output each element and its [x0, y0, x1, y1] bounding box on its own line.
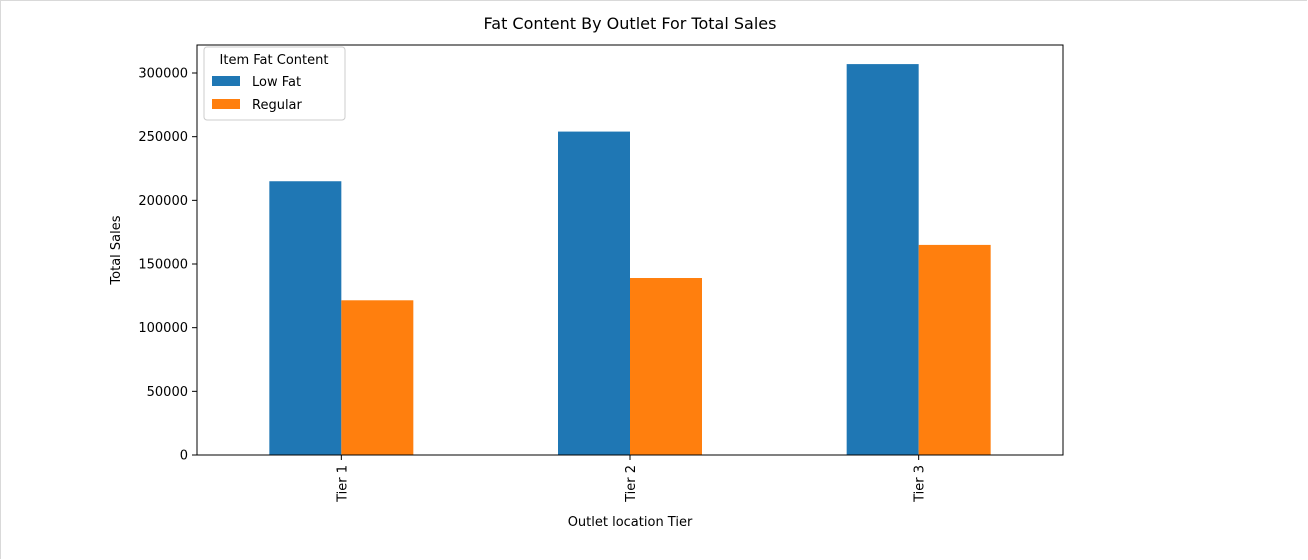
y-tick-label: 200000: [138, 194, 188, 209]
y-tick-label: 0: [180, 449, 188, 464]
bar-low-fat: [269, 181, 342, 455]
legend-title: Item Fat Content: [220, 53, 329, 68]
plot-area: 0 50000 100000 150000 200000 250000 300000 Tier…: [138, 64, 991, 503]
y-tick-label: 100000: [138, 321, 188, 336]
x-axis-label: Outlet location Tier: [568, 515, 693, 530]
bar-regular: [341, 300, 414, 455]
bar-low-fat: [558, 131, 630, 455]
chart-title: Fat Content By Outlet For Total Sales: [484, 14, 777, 33]
legend-swatch-low-fat: [212, 76, 240, 86]
bar-regular: [630, 278, 702, 455]
bar-low-fat: [846, 64, 919, 456]
legend-label-regular: Regular: [252, 98, 303, 113]
axes-frame: [196, 44, 1064, 456]
y-tick-label: 150000: [138, 258, 188, 273]
legend-swatch-regular: [212, 99, 240, 109]
x-tick-label: Tier 2: [624, 465, 639, 503]
y-tick-label: 50000: [147, 385, 188, 400]
legend: Item Fat Content Low Fat Regular: [203, 46, 346, 121]
y-tick-label: 250000: [138, 130, 188, 145]
x-tick-label: Tier 1: [335, 465, 350, 503]
y-tick-label: 300000: [138, 67, 188, 82]
bar-regular: [918, 244, 991, 455]
x-tick-label: Tier 3: [913, 465, 928, 503]
y-axis-label: Total Sales: [109, 215, 124, 285]
legend-label-low-fat: Low Fat: [252, 75, 301, 90]
